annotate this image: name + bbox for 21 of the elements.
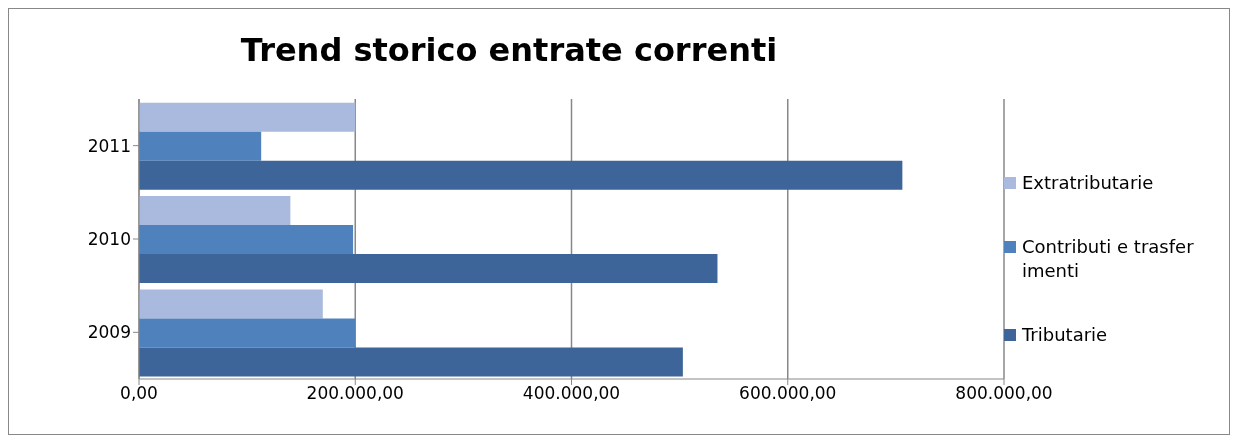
bar (139, 160, 903, 190)
legend-label: Contributi e trasferimenti (1022, 235, 1194, 283)
bar (139, 102, 356, 132)
chart-title: Trend storico entrate correnti (239, 31, 779, 69)
bar (139, 225, 354, 255)
bar (139, 196, 291, 226)
legend-label: Extratributarie (1022, 171, 1154, 195)
bar (139, 318, 356, 348)
bar (139, 289, 323, 319)
bar (139, 347, 683, 377)
x-tick-label: 0,00 (120, 383, 158, 404)
x-tick-label: 600.000,00 (739, 383, 837, 404)
legend-label: Tributarie (1022, 323, 1108, 347)
y-tick-label: 2011 (87, 135, 131, 156)
y-tick-label: 2009 (87, 322, 131, 343)
bar (139, 254, 718, 284)
x-tick-label: 800.000,00 (955, 383, 1053, 404)
x-tick-label: 400.000,00 (522, 383, 621, 404)
x-tick-label: 200.000,00 (306, 383, 404, 404)
y-tick-label: 2010 (87, 229, 131, 250)
bar (139, 131, 262, 161)
